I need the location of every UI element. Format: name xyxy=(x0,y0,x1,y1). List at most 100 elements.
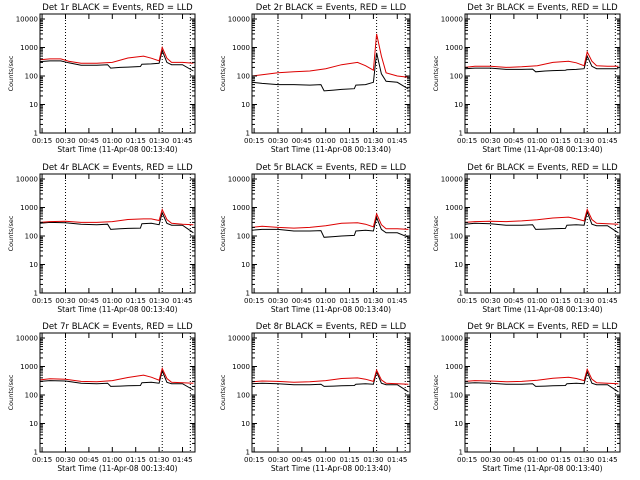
detector-panel: Det 3r BLACK = Events, RED = LLD 1 10 100 10… xyxy=(432,3,621,154)
x-tick-label: 01:30 xyxy=(149,137,169,145)
y-tick-label: 1 xyxy=(459,449,463,457)
x-tick-label: 00:45 xyxy=(79,456,99,464)
x-tick-label: 00:45 xyxy=(292,297,312,305)
x-tick-label: 01:15 xyxy=(126,137,146,145)
events-series-line xyxy=(40,48,194,72)
y-tick-label: 1 xyxy=(246,290,250,298)
x-tick-label: 00:15 xyxy=(244,297,264,305)
detector-panel: Det 6r BLACK = Events, RED = LLD 1 10 100 10… xyxy=(432,163,621,314)
x-tick-label: 01:45 xyxy=(387,297,407,305)
events-series-line xyxy=(40,369,194,391)
y-tick-label: 100 xyxy=(450,73,463,81)
y-tick-label: 1000 xyxy=(20,204,38,212)
detector-panel: Det 7r BLACK = Events, RED = LLD 1 10 100 10… xyxy=(7,322,196,473)
y-tick-label: 10000 xyxy=(16,16,38,24)
panel-title: Det 7r BLACK = Events, RED = LLD xyxy=(42,322,193,332)
y-tick-label: 100 xyxy=(25,73,38,81)
events-series-line xyxy=(40,211,194,234)
x-tick-label: 00:15 xyxy=(244,456,264,464)
detector-panel: Det 9r BLACK = Events, RED = LLD 1 10 100 10… xyxy=(432,322,621,473)
y-tick-label: 1000 xyxy=(232,44,250,52)
x-tick-label: 00:30 xyxy=(55,137,75,145)
x-tick-label: 01:15 xyxy=(551,137,571,145)
x-axis-label: Start Time (11-Apr-08 00:13:40) xyxy=(482,145,602,154)
y-tick-label: 1000 xyxy=(445,44,463,52)
x-tick-label: 00:45 xyxy=(504,297,524,305)
x-tick-label: 01:45 xyxy=(387,137,407,145)
y-tick-label: 100 xyxy=(237,73,250,81)
x-tick-label: 00:30 xyxy=(480,297,500,305)
y-tick-label: 100 xyxy=(237,233,250,241)
y-tick-label: 1000 xyxy=(20,44,38,52)
x-tick-label: 01:30 xyxy=(363,297,383,305)
y-tick-label: 10 xyxy=(454,101,463,109)
x-axis-label: Start Time (11-Apr-08 00:13:40) xyxy=(57,145,177,154)
y-axis-label: Counts/sec xyxy=(432,215,440,251)
panel-title: Det 4r BLACK = Events, RED = LLD xyxy=(42,163,193,173)
plot-frame xyxy=(39,13,196,134)
detector-panel: Det 5r BLACK = Events, RED = LLD 1 10 100 10… xyxy=(219,163,411,314)
x-tick-label: 00:15 xyxy=(244,137,264,145)
x-tick-label: 01:30 xyxy=(149,297,169,305)
events-series-line xyxy=(465,210,619,234)
x-tick-label: 01:45 xyxy=(172,456,192,464)
x-tick-label: 01:30 xyxy=(363,137,383,145)
x-tick-label: 01:45 xyxy=(172,137,192,145)
x-tick-label: 01:15 xyxy=(339,297,359,305)
panel-title: Det 1r BLACK = Events, RED = LLD xyxy=(42,3,193,13)
plot-frame xyxy=(464,173,621,294)
x-tick-label: 01:00 xyxy=(316,297,336,305)
plot-frame xyxy=(464,13,621,134)
x-tick-label: 00:45 xyxy=(292,137,312,145)
y-tick-label: 10000 xyxy=(441,176,463,184)
x-tick-label: 01:15 xyxy=(551,297,571,305)
y-tick-label: 1000 xyxy=(445,363,463,371)
y-tick-label: 10000 xyxy=(228,335,250,343)
x-tick-label: 00:30 xyxy=(268,297,288,305)
x-tick-label: 01:00 xyxy=(527,456,547,464)
y-tick-label: 10 xyxy=(454,261,463,269)
events-series-line xyxy=(252,52,409,92)
detector-panel: Det 8r BLACK = Events, RED = LLD 1 10 100 10… xyxy=(219,322,411,473)
detector-panel: Det 1r BLACK = Events, RED = LLD 1 10 100 10… xyxy=(7,3,196,154)
x-axis-label: Start Time (11-Apr-08 00:13:40) xyxy=(482,305,602,314)
x-tick-label: 01:45 xyxy=(597,137,617,145)
x-tick-label: 01:45 xyxy=(387,456,407,464)
plot-frame xyxy=(39,173,196,294)
x-tick-label: 01:00 xyxy=(102,456,122,464)
y-axis-label: Counts/sec xyxy=(7,374,15,410)
x-axis-label: Start Time (11-Apr-08 00:13:40) xyxy=(482,464,602,473)
x-tick-label: 01:15 xyxy=(551,456,571,464)
y-axis-label: Counts/sec xyxy=(7,55,15,91)
x-tick-label: 01:15 xyxy=(339,137,359,145)
y-tick-label: 10000 xyxy=(16,335,38,343)
x-tick-label: 00:30 xyxy=(268,456,288,464)
y-tick-label: 100 xyxy=(450,233,463,241)
plot-frame xyxy=(251,13,411,134)
y-tick-label: 1 xyxy=(34,290,38,298)
x-tick-label: 01:00 xyxy=(527,297,547,305)
y-tick-label: 10000 xyxy=(16,176,38,184)
x-axis-label: Start Time (11-Apr-08 00:13:40) xyxy=(271,305,391,314)
lld-series-line xyxy=(252,368,409,385)
x-tick-label: 00:30 xyxy=(268,137,288,145)
y-axis-label: Counts/sec xyxy=(432,55,440,91)
panel-title: Det 2r BLACK = Events, RED = LLD xyxy=(256,3,407,13)
events-series-line xyxy=(252,215,409,238)
lld-series-line xyxy=(465,367,619,385)
y-tick-label: 10000 xyxy=(441,16,463,24)
plot-frame xyxy=(464,332,621,453)
x-tick-label: 01:30 xyxy=(149,456,169,464)
x-tick-label: 01:30 xyxy=(363,456,383,464)
x-tick-label: 01:00 xyxy=(527,137,547,145)
y-axis-label: Counts/sec xyxy=(219,215,227,251)
x-tick-label: 00:30 xyxy=(480,137,500,145)
lld-series-line xyxy=(465,50,619,68)
x-tick-label: 01:00 xyxy=(316,137,336,145)
x-tick-label: 01:30 xyxy=(574,456,594,464)
x-tick-label: 00:45 xyxy=(292,456,312,464)
x-tick-label: 00:45 xyxy=(79,137,99,145)
x-axis-label: Start Time (11-Apr-08 00:13:40) xyxy=(57,464,177,473)
panel-title: Det 3r BLACK = Events, RED = LLD xyxy=(467,3,618,13)
